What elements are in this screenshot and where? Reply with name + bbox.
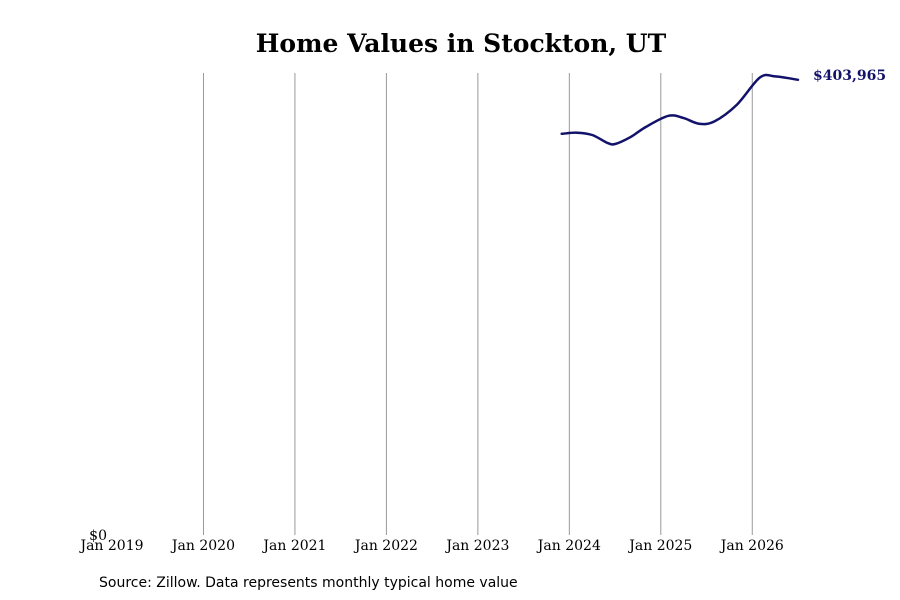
data-point bbox=[698, 123, 700, 125]
data-point bbox=[576, 132, 578, 134]
data-point bbox=[591, 134, 593, 136]
data-point bbox=[759, 77, 761, 79]
grid-lines bbox=[202, 73, 753, 535]
data-point bbox=[683, 117, 685, 119]
x-tick-label: Jan 2022 bbox=[353, 538, 418, 554]
x-tick-label: Jan 2021 bbox=[261, 538, 326, 554]
series-line bbox=[560, 73, 800, 146]
data-point bbox=[561, 133, 563, 135]
x-tick-label: Jan 2024 bbox=[536, 538, 601, 554]
x-tick-label: Jan 2020 bbox=[170, 538, 235, 554]
data-point bbox=[645, 126, 647, 128]
data-point bbox=[797, 79, 799, 81]
data-point bbox=[667, 115, 669, 117]
data-point bbox=[736, 104, 738, 106]
data-point bbox=[614, 143, 616, 145]
x-tick-label: Jan 2019 bbox=[78, 538, 143, 554]
x-tick-label: Jan 2023 bbox=[444, 538, 509, 554]
x-axis-ticks: Jan 2019 Jan 2020 Jan 2021 Jan 2022 Jan 2023… bbox=[78, 528, 783, 554]
end-value-label: $403,965 bbox=[813, 68, 886, 84]
y-tick-label: $0 bbox=[89, 528, 107, 544]
x-tick-label: Jan 2025 bbox=[627, 538, 692, 554]
data-point bbox=[713, 120, 715, 122]
source-note: Source: Zillow. Data represents monthly … bbox=[99, 575, 518, 591]
data-point bbox=[629, 136, 631, 138]
chart-title: Home Values in Stockton, UT bbox=[256, 29, 667, 58]
x-tick-label: Jan 2026 bbox=[719, 538, 784, 554]
series-layer: $403,965 bbox=[560, 68, 886, 146]
data-point bbox=[606, 142, 608, 144]
data-point bbox=[774, 75, 776, 77]
